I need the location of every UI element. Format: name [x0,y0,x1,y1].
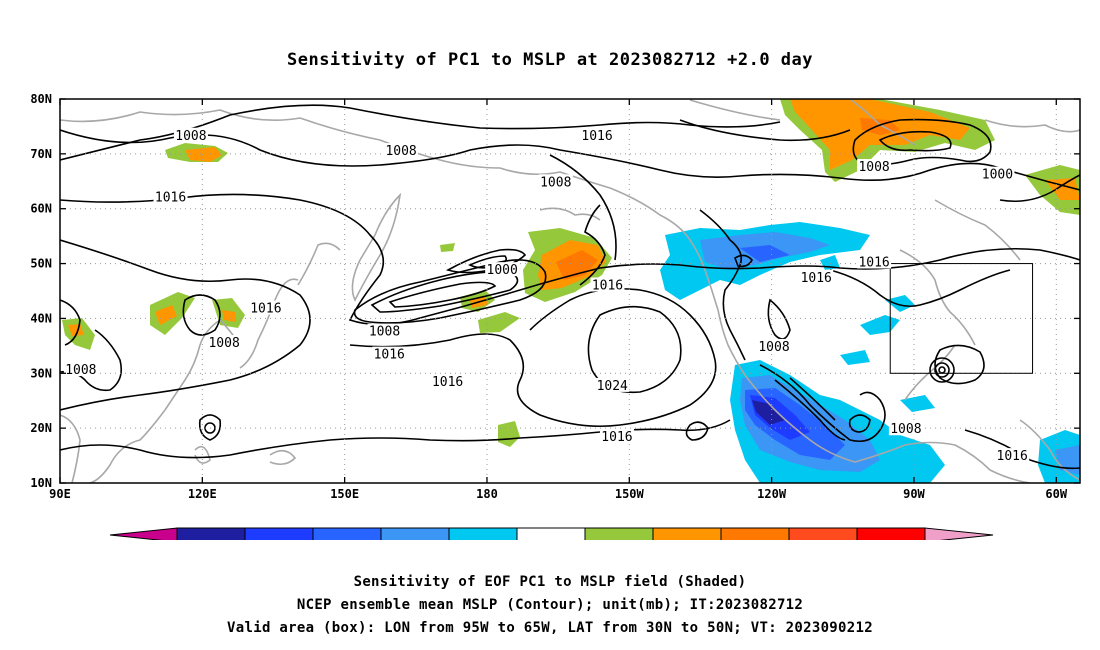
contour-label: 1008 [540,175,571,190]
contour-label-bg [857,159,892,174]
contour-labels: 1008 1008 1016 1016 1008 1008 1000 1000 1016 1016… [63,127,1030,464]
contour-label: 1016 [801,271,832,286]
contour-label: 1016 [374,348,405,363]
colorbar-swatch [720,527,790,540]
lon-tick-label: 120E [188,487,217,501]
lat-tick-label: 50N [30,257,52,271]
colorbar-swatch [856,527,926,540]
colorbar-swatch [380,527,450,540]
contour-label-bg [430,374,465,389]
contour-label: 1008 [208,336,239,351]
contour-label: 1000 [982,168,1013,183]
contour-label-bg [384,143,419,158]
contour-label: 1016 [155,191,186,206]
lon-tick-label: 90E [49,487,71,501]
valid-area-box [889,263,1034,374]
lat-tick-label: 10N [30,476,52,490]
contour-label: 1016 [592,279,623,294]
contour-label: 1008 [65,363,96,378]
lat-tick-label: 80N [30,92,52,106]
contour-label-bg [799,269,834,284]
contour-label-bg [485,262,520,277]
contour-label-bg [367,323,402,338]
contour-label-bg [980,166,1015,181]
contour-label-bg [995,448,1030,463]
colorbar-low-triangle [109,527,178,540]
colorbar-swatch [244,527,314,540]
contour-label: 1008 [175,129,206,144]
caption-line-2: NCEP ensemble mean MSLP (Contour); unit(… [296,597,804,613]
contour-label-bg [757,338,791,353]
contour-label: 1008 [385,144,416,159]
lon-tick-label: 180 [476,487,498,501]
contour-label-bg [207,335,242,350]
contour-label-bg [372,346,407,361]
lon-tick-label: 150W [615,487,645,501]
contour-label-bg [595,377,630,392]
contour-label-bg [857,254,892,269]
contour-label: 1016 [432,375,463,390]
colorbar-swatch [312,527,382,540]
lon-tick-label: 60W [1045,487,1067,501]
contour-label: 1008 [758,340,789,355]
contour-label: 1016 [601,430,632,445]
colorbar-swatch [788,527,858,540]
contour-label: 1016 [250,302,281,317]
contour-label: 1024 [597,379,628,394]
contour-label: 1008 [890,422,921,437]
contour-label: 1016 [858,255,889,270]
contour-label-bg [888,421,923,436]
contour-label-bg [580,127,615,142]
colorbar-swatch [176,527,246,540]
lat-tick-label: 70N [30,147,52,161]
lon-tick-label: 120W [757,487,787,501]
contour-label: 1008 [369,325,400,340]
valid-area-rect [889,263,1034,374]
contour-label-bg [599,428,634,443]
lon-tick-label: 150E [330,487,359,501]
lat-tick-label: 30N [30,366,52,380]
longitude-axis: 90E 120E 150E 180 150W 120W 90W 60W [49,99,1068,501]
contour-label: 1008 [858,160,889,175]
caption-line-1: Sensitivity of EOF PC1 to MSLP field (Sh… [353,574,747,590]
colorbar-swatch [652,527,722,540]
colorbar-swatch [448,527,518,540]
mslp-contours [60,104,1080,470]
colorbar-high-triangle [924,527,994,540]
contour-label: 1016 [997,449,1028,464]
contour-label-bg [248,300,283,315]
lat-tick-label: 60N [30,202,52,216]
colorbar-swatch [584,527,654,540]
contour-label: 1016 [581,129,612,144]
colorbar: -0.9-0.8-0.7-0.6-0.5-0.420.420.50.60.70.… [109,527,994,540]
contour-label-bg [173,127,208,142]
negative-sensitivity-shading [660,222,1080,483]
contour-label-bg [63,361,98,376]
figure-title: Sensitivity of PC1 to MSLP at 2023082712… [286,50,813,70]
latitude-axis: 80N 70N 60N 50N 40N 30N 20N 10N [30,92,1080,490]
caption-line-3: Valid area (box): LON from 95W to 65W, L… [227,620,873,636]
map-frame [59,98,1081,484]
colorbar-swatch [516,527,586,540]
contour-label-bg [590,277,625,292]
sensitivity-map: 1008 1008 1016 1016 1008 1008 1000 1000 1016 1016… [30,92,1081,540]
lat-tick-label: 20N [30,421,52,435]
contour-label-bg [538,174,573,189]
coastlines [60,99,1080,483]
lat-tick-label: 40N [30,311,52,325]
lon-tick-label: 90W [903,487,925,501]
contour-label-bg [153,189,188,204]
contour-label: 1000 [487,263,518,278]
